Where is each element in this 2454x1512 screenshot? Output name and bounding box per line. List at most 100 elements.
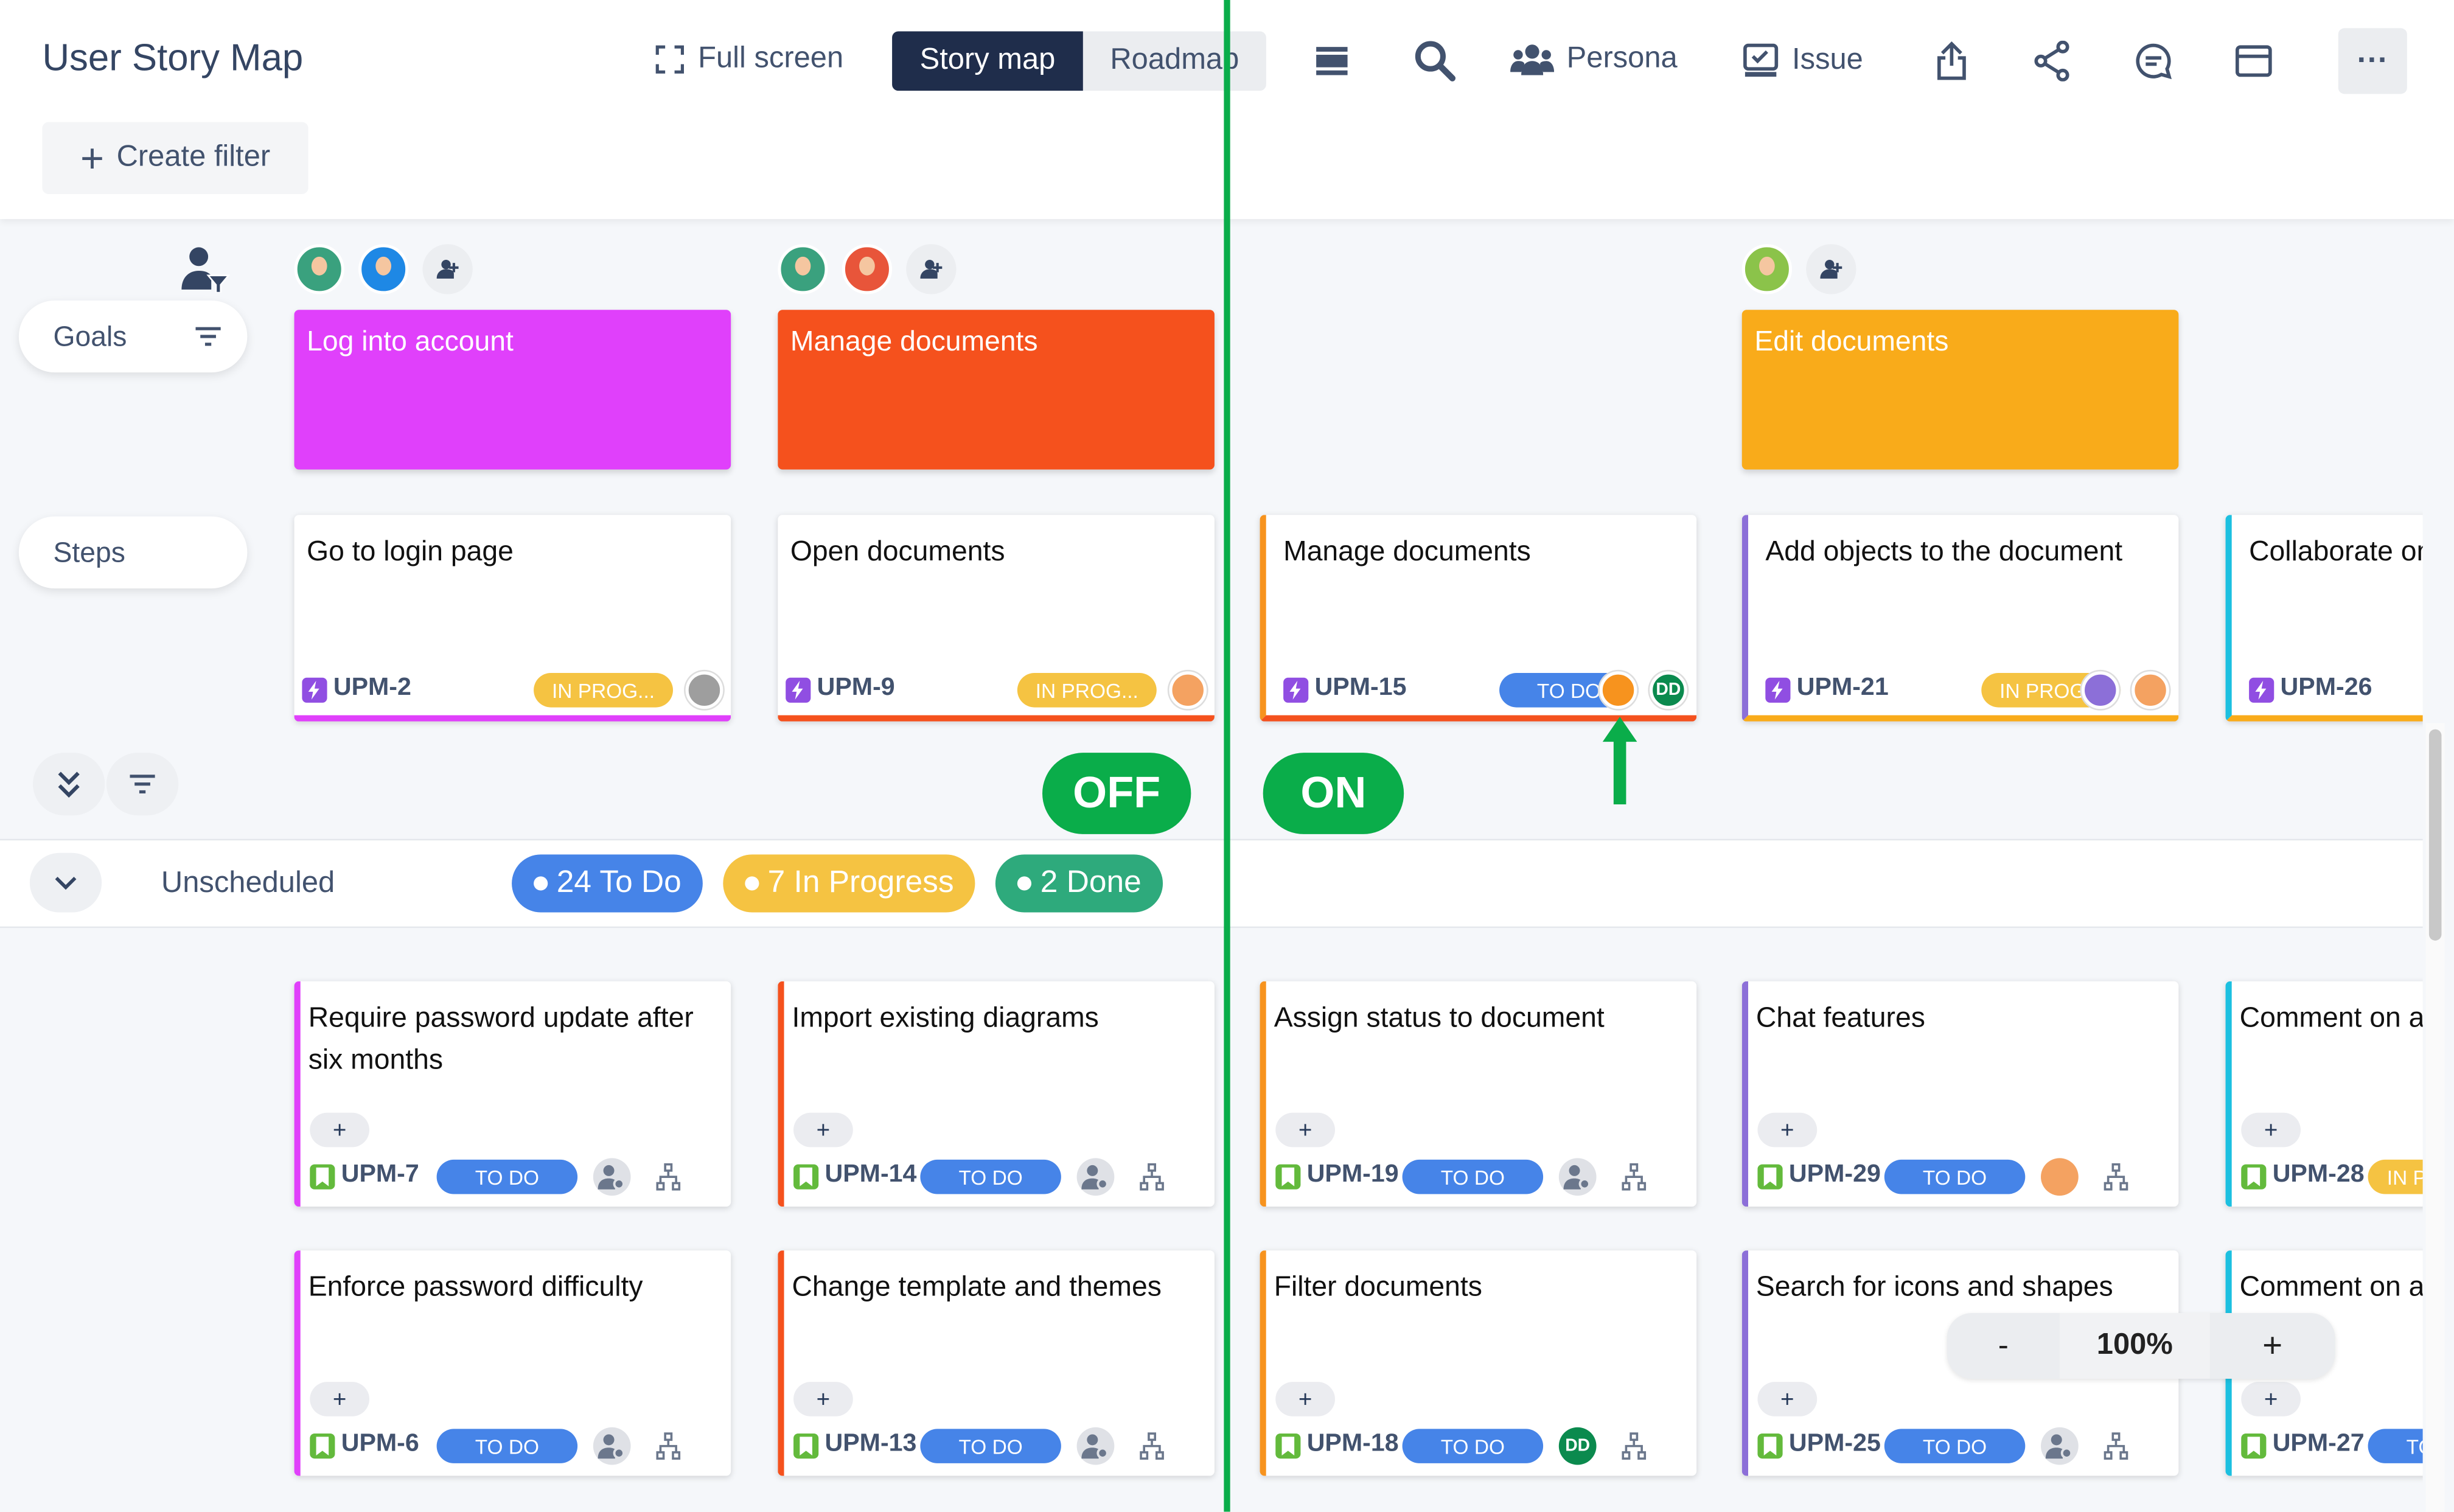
assignee-avatar[interactable]: DD <box>1558 1427 1597 1465</box>
assignee-avatar[interactable] <box>1169 671 1207 709</box>
issue-key[interactable]: UPM-13 <box>824 1430 917 1457</box>
export-icon[interactable] <box>1931 39 1972 83</box>
issue-key[interactable]: UPM-2 <box>333 674 411 702</box>
expand-all-button[interactable] <box>33 753 105 816</box>
add-subtask-button[interactable]: + <box>1275 1382 1336 1416</box>
issue-key[interactable]: UPM-25 <box>1788 1430 1881 1457</box>
story-card[interactable]: Require password update after six months… <box>294 981 731 1207</box>
add-subtask-button[interactable]: + <box>310 1382 370 1416</box>
hierarchy-icon[interactable] <box>2102 1432 2130 1460</box>
story-card[interactable]: Import existing diagrams + UPM-14 TO DO <box>778 981 1215 1207</box>
assignee-avatar[interactable] <box>685 671 723 709</box>
assignee-avatar[interactable] <box>1599 671 1637 709</box>
tab-story-map[interactable]: Story map <box>892 31 1083 91</box>
story-card[interactable]: Change template and themes + UPM-13 TO DO <box>778 1250 1215 1476</box>
status-badge[interactable]: TO DO <box>2368 1429 2423 1463</box>
add-persona-button[interactable] <box>906 244 957 294</box>
status-badge[interactable]: IN PROG... <box>1017 673 1157 708</box>
story-card[interactable]: Chat features + UPM-29 TO DO <box>1741 981 2179 1207</box>
hierarchy-icon[interactable] <box>2102 1163 2130 1191</box>
status-count-badge[interactable]: 24 To Do <box>512 854 703 913</box>
add-subtask-button[interactable]: + <box>793 1382 853 1416</box>
issue-key[interactable]: UPM-9 <box>817 674 895 702</box>
goal-card[interactable]: Edit documents <box>1741 310 2179 470</box>
add-subtask-button[interactable]: + <box>2241 1382 2301 1416</box>
add-subtask-button[interactable]: + <box>310 1112 370 1148</box>
status-badge[interactable]: IN PROG... <box>2368 1159 2423 1194</box>
filter-icon[interactable] <box>194 326 222 347</box>
tab-roadmap[interactable]: Roadmap <box>1082 31 1266 91</box>
assignee-avatar[interactable] <box>2041 1158 2079 1196</box>
share-icon[interactable] <box>2032 39 2072 83</box>
status-badge[interactable]: TO DO <box>1402 1159 1544 1194</box>
issue-key[interactable]: UPM-26 <box>2280 674 2372 702</box>
goal-card[interactable]: Log into account <box>294 310 731 470</box>
status-count-badge[interactable]: 7 In Progress <box>723 854 975 913</box>
story-card[interactable]: Enforce password difficulty + UPM-6 TO DO <box>294 1250 731 1476</box>
status-badge[interactable]: TO DO <box>1499 673 1639 708</box>
create-filter-button[interactable]: + Create filter <box>42 122 308 194</box>
comment-icon[interactable] <box>2133 39 2174 83</box>
status-count-badge[interactable]: 2 Done <box>995 854 1163 913</box>
scrollbar-thumb[interactable] <box>2428 729 2442 941</box>
step-card[interactable]: Add objects to the document UPM-21 IN PROG… <box>1741 515 2179 722</box>
add-subtask-button[interactable]: + <box>1757 1112 1818 1148</box>
search-icon[interactable] <box>1412 38 1459 85</box>
status-badge[interactable]: TO DO <box>920 1159 1061 1194</box>
unassigned-avatar-icon[interactable] <box>2041 1427 2079 1465</box>
filter-button[interactable] <box>106 753 179 816</box>
status-badge[interactable]: IN PROG... <box>1981 673 2121 708</box>
add-subtask-button[interactable]: + <box>1275 1112 1336 1148</box>
persona-filter-icon[interactable] <box>178 244 231 294</box>
issue-key[interactable]: UPM-28 <box>2272 1161 2365 1188</box>
assignee-avatar[interactable] <box>2132 671 2169 709</box>
unassigned-avatar-icon[interactable] <box>1076 1158 1115 1196</box>
status-badge[interactable]: TO DO <box>1884 1429 2026 1463</box>
issue-key[interactable]: UPM-7 <box>341 1161 419 1188</box>
status-badge[interactable]: TO DO <box>1884 1159 2026 1194</box>
hierarchy-icon[interactable] <box>1620 1432 1648 1460</box>
hierarchy-icon[interactable] <box>654 1432 682 1460</box>
issue-key[interactable]: UPM-27 <box>2272 1430 2365 1457</box>
add-persona-button[interactable] <box>422 244 473 294</box>
unassigned-avatar-icon[interactable] <box>593 1158 631 1196</box>
issue-key[interactable]: UPM-29 <box>1788 1161 1881 1188</box>
issue-key[interactable]: UPM-14 <box>824 1161 917 1188</box>
hierarchy-icon[interactable] <box>1138 1432 1166 1460</box>
assignee-avatar[interactable] <box>2081 671 2119 709</box>
unassigned-avatar-icon[interactable] <box>593 1427 631 1465</box>
story-card[interactable]: Filter documents + UPM-18 TO DO DD <box>1260 1250 1697 1476</box>
window-icon[interactable] <box>2233 39 2274 83</box>
status-badge[interactable]: TO DO <box>1402 1429 1544 1463</box>
persona-avatar[interactable] <box>1741 244 1793 294</box>
zoom-in-button[interactable]: + <box>2262 1325 2283 1365</box>
goal-card[interactable]: Manage documents <box>778 310 1215 470</box>
status-badge[interactable]: TO DO <box>920 1429 1061 1463</box>
assignee-avatar[interactable]: DD <box>1649 671 1687 709</box>
issue-key[interactable]: UPM-19 <box>1306 1161 1399 1188</box>
issue-key[interactable]: UPM-21 <box>1796 674 1889 702</box>
issue-key[interactable]: UPM-15 <box>1314 674 1407 702</box>
collapse-release-button[interactable] <box>29 852 102 913</box>
fullscreen-button[interactable]: Full screen <box>654 42 843 77</box>
issue-key[interactable]: UPM-6 <box>341 1430 419 1457</box>
persona-avatar[interactable] <box>778 244 828 294</box>
persona-avatar[interactable] <box>842 244 893 294</box>
unassigned-avatar-icon[interactable] <box>1558 1158 1597 1196</box>
add-subtask-button[interactable]: + <box>1757 1382 1818 1416</box>
menu-icon[interactable] <box>1311 41 1352 82</box>
persona-avatar[interactable] <box>358 244 409 294</box>
step-card[interactable]: Manage documents UPM-15 TO DO DD <box>1260 515 1697 722</box>
hierarchy-icon[interactable] <box>1620 1163 1648 1191</box>
hierarchy-icon[interactable] <box>1138 1163 1166 1191</box>
story-card[interactable]: Assign status to document + UPM-19 TO DO <box>1260 981 1697 1207</box>
persona-avatar[interactable] <box>294 244 344 294</box>
zoom-out-button[interactable]: - <box>1998 1328 2009 1363</box>
step-card[interactable]: Open documents UPM-9 IN PROG... <box>778 515 1215 722</box>
add-subtask-button[interactable]: + <box>793 1112 853 1148</box>
add-subtask-button[interactable]: + <box>2241 1112 2301 1148</box>
hierarchy-icon[interactable] <box>654 1163 682 1191</box>
issue-button[interactable]: Issue <box>1742 42 1863 80</box>
add-persona-button[interactable] <box>1806 244 1856 294</box>
